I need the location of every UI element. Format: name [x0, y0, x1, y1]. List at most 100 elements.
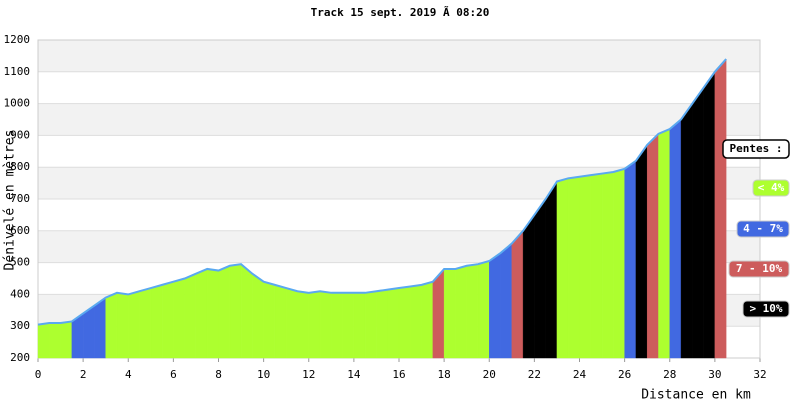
slope-segment [353, 292, 366, 359]
x-tick-label: 26 [618, 368, 631, 381]
x-axis-label: Distance en km [641, 388, 751, 400]
slope-segment [568, 176, 580, 359]
slope-segment [692, 87, 704, 359]
slope-segment [669, 119, 682, 359]
y-tick-label: 600 [10, 224, 30, 237]
slope-segment [308, 290, 321, 359]
legend-swatch [742, 300, 790, 318]
x-tick-label: 22 [528, 368, 541, 381]
chart-title: Track 15 sept. 2019 Ã 08:20 [311, 6, 490, 19]
slope-segment [49, 322, 61, 359]
y-tick-label: 1100 [4, 65, 31, 78]
x-tick-label: 0 [35, 368, 42, 381]
slope-segment [274, 284, 287, 359]
slope-segment [601, 171, 614, 359]
y-tick-label: 300 [10, 319, 30, 332]
slope-segment [534, 198, 546, 359]
slope-segment [443, 268, 456, 359]
slope-segment [173, 278, 185, 359]
x-tick-label: 30 [708, 368, 721, 381]
slope-segment [703, 71, 716, 359]
slope-segment [714, 58, 727, 359]
slope-segment [161, 281, 174, 359]
slope-segment [432, 268, 445, 359]
slope-segment [421, 281, 434, 359]
y-tick-label: 900 [10, 128, 30, 141]
slope-segment [150, 284, 163, 359]
x-tick-label: 32 [753, 368, 766, 381]
x-tick-label: 14 [347, 368, 361, 381]
legend-label: > 10% [749, 302, 782, 315]
slope-segment [658, 128, 670, 359]
x-tick-label: 4 [125, 368, 132, 381]
slope-segment [522, 214, 535, 359]
legend-title-box [722, 139, 790, 159]
y-tick-label: 800 [10, 160, 30, 173]
slope-segment [263, 281, 276, 359]
slope-segment [105, 292, 118, 359]
slope-segment [116, 292, 129, 359]
slope-segment [466, 263, 479, 359]
slope-segment [184, 273, 197, 359]
slope-segment [37, 322, 50, 359]
x-tick-label: 20 [483, 368, 496, 381]
grid-band [38, 40, 760, 72]
slope-segment [635, 144, 648, 359]
slope-segment [297, 290, 309, 359]
x-tick-label: 24 [573, 368, 587, 381]
slope-segment [229, 263, 242, 359]
slope-segment [128, 290, 140, 359]
slope-segment [398, 286, 411, 359]
x-tick-label: 28 [663, 368, 676, 381]
slope-segment [410, 284, 422, 359]
x-tick-label: 10 [257, 368, 270, 381]
slope-segment [60, 321, 73, 359]
legend-label: < 4% [758, 181, 785, 194]
slope-segment [500, 243, 513, 359]
slope-segment [545, 180, 558, 359]
x-tick-label: 6 [170, 368, 177, 381]
slope-segment [240, 263, 253, 359]
slope-segment [376, 289, 388, 359]
slope-segment [489, 252, 501, 359]
grid-band [38, 103, 760, 136]
slope-segment [207, 268, 219, 359]
slope-segment [477, 260, 490, 359]
y-axis-label: Dénivelé en mètres [3, 130, 18, 271]
x-tick-label: 18 [438, 368, 451, 381]
x-tick-label: 16 [392, 368, 405, 381]
x-tick-label: 2 [80, 368, 87, 381]
y-tick-label: 1000 [4, 97, 31, 110]
y-tick-label: 400 [10, 287, 30, 300]
x-tick-label: 8 [215, 368, 222, 381]
y-tick-label: 1200 [4, 33, 31, 46]
slope-segment [252, 273, 264, 359]
slope-segment [195, 268, 208, 359]
slope-segment [646, 133, 659, 359]
slope-segment [94, 297, 106, 359]
slope-segment [364, 290, 377, 359]
legend-label: 4 - 7% [743, 222, 783, 235]
slope-segment [331, 292, 343, 359]
slope-segment [511, 230, 524, 359]
y-tick-label: 700 [10, 192, 30, 205]
legend-swatch [728, 260, 790, 278]
legend-swatch [736, 220, 790, 238]
y-tick-label: 500 [10, 256, 30, 269]
slope-segment [455, 265, 467, 359]
slope-segment [319, 290, 332, 359]
profile-line [37, 58, 727, 326]
slope-segment [613, 168, 625, 359]
slope-segment [624, 160, 637, 359]
slope-segment [680, 102, 693, 359]
slope-segment [342, 292, 355, 359]
legend-label: 7 - 10% [736, 262, 783, 275]
legend-swatch [752, 179, 790, 197]
slope-segment [556, 178, 569, 359]
legend-title: Pentes : [730, 142, 783, 155]
slope-segment [285, 287, 298, 359]
slope-segment [387, 287, 400, 359]
slope-segment [590, 173, 603, 359]
